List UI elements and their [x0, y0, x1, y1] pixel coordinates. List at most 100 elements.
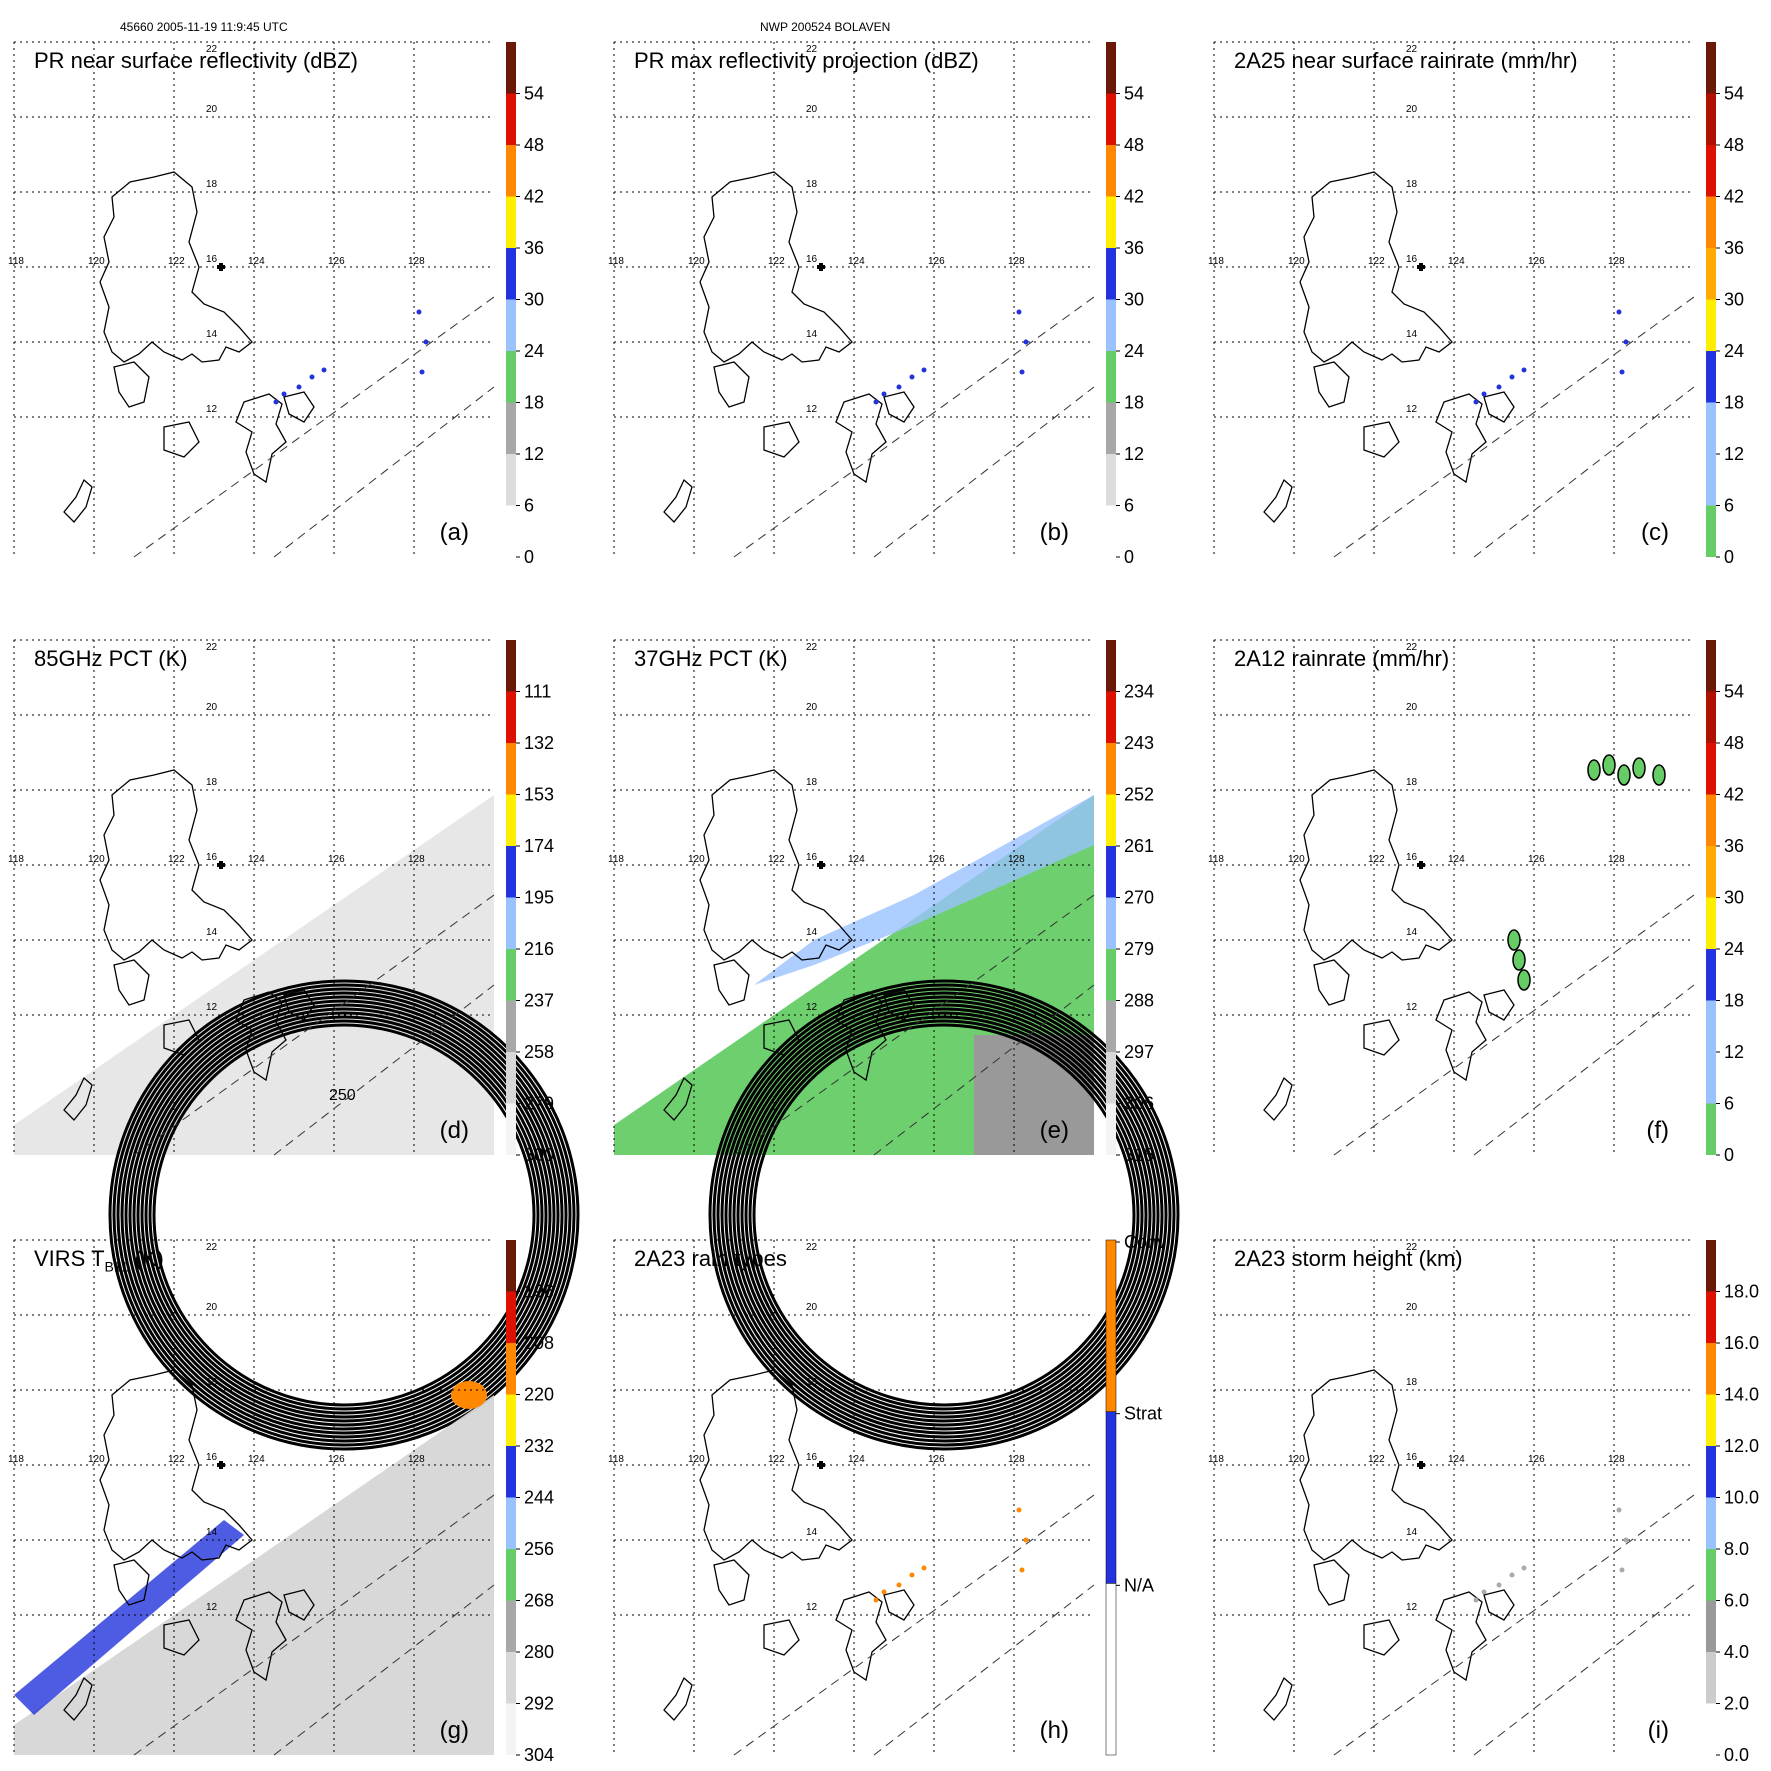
rain-echo: [1023, 339, 1029, 345]
colorbar-band: [1106, 454, 1116, 506]
contour-ring: [132, 1003, 556, 1427]
colorbar-tick-label: 0: [524, 547, 534, 567]
colorbar-band: [506, 145, 516, 197]
pr-swath-edge: [1333, 296, 1695, 558]
colorbar-band: [506, 1052, 516, 1104]
colorbar-band: [1706, 640, 1716, 692]
colorbar-tick-label: 18: [524, 393, 544, 413]
panel-label-i: (i): [1647, 1717, 1669, 1744]
colorbar-band: [1706, 1652, 1716, 1704]
colorbar-band: [1706, 1446, 1716, 1498]
storm-center-cross: [817, 263, 825, 271]
lon-tick-label: 120: [88, 256, 105, 267]
lon-tick-label: 124: [248, 854, 265, 865]
lat-tick-label: 12: [1406, 1002, 1418, 1013]
colorbar-tick-label: 8.0: [1724, 1539, 1749, 1559]
colorbar-tick-label: 48: [1724, 733, 1744, 753]
rain-echo: [423, 339, 429, 345]
colorbar-band: [1106, 299, 1116, 351]
deep-convection-core: [451, 1381, 487, 1409]
lat-tick-label: 16: [1406, 1452, 1418, 1463]
contour-ring: [108, 979, 580, 1451]
panel-title-text: PR near surface reflectivity (dBZ): [34, 48, 358, 73]
colorbar-tick-label: 0.0: [1724, 1745, 1749, 1765]
colorbar-tick-label: 4.0: [1724, 1642, 1749, 1662]
lon-tick-label: 122: [168, 1454, 185, 1465]
colorbar-tick-label: 268: [524, 1591, 554, 1611]
storm-center-cross: [1417, 1461, 1425, 1469]
lon-tick-label: 122: [168, 854, 185, 865]
lat-tick-label: 14: [806, 927, 818, 938]
rain-echo: [281, 391, 287, 397]
rain-echo: [896, 1582, 902, 1588]
colorbar-tick-label: 14.0: [1724, 1385, 1759, 1405]
colorbar-d: 300 279 258 237 216 195 174 153 132 111: [506, 640, 554, 1165]
lon-tick-label: 124: [248, 256, 265, 267]
lat-tick-label: 12: [806, 1002, 818, 1013]
pr-swath-edge: [873, 1584, 1095, 1756]
rain-echo: [1016, 309, 1022, 315]
colorbar-band: [1706, 248, 1716, 300]
colorbar-tick-label: 195: [524, 888, 554, 908]
lon-tick-label: 126: [928, 256, 945, 267]
rain-echo: [1623, 339, 1629, 345]
rain-echo: [309, 374, 315, 380]
colorbar-tick-label: 258: [524, 1042, 554, 1062]
lon-tick-label: 122: [768, 256, 785, 267]
colorbar-tick-label: 18: [1124, 393, 1144, 413]
map-b: 22 20 18 16 14 12 118 120 122 124 126 128: [608, 41, 1095, 558]
colorbar-band: [1706, 93, 1716, 145]
colorbar-band: [1106, 42, 1116, 94]
lat-tick-label: 16: [806, 852, 818, 863]
lat-tick-label: 20: [1406, 1302, 1418, 1313]
lon-tick-label: 120: [1288, 256, 1305, 267]
colorbar-band: [1706, 196, 1716, 248]
colorbar-tick-label: 30: [1724, 888, 1744, 908]
colorbar-band: [1106, 351, 1116, 403]
lat-tick-label: 16: [206, 1452, 218, 1463]
panel-title-d: 85GHz PCT (K): [34, 646, 188, 672]
colorbar-tick-label: 2.0: [1724, 1694, 1749, 1714]
colorbar-band: [1106, 505, 1116, 557]
colorbar-band: [1706, 1703, 1716, 1755]
pr-swath-edge: [133, 296, 495, 558]
rain-echo: [321, 367, 327, 373]
panel-title-text: 2A12 rainrate (mm/hr): [1234, 646, 1450, 671]
lat-tick-label: 22: [1406, 1242, 1418, 1253]
lat-tick-label: 14: [206, 329, 218, 340]
rain-echo: [896, 384, 902, 390]
colorbar-tick-label: 279: [1124, 939, 1154, 959]
lon-tick-label: 122: [1368, 256, 1385, 267]
storm-center-cross: [217, 263, 225, 271]
contour-ring: [708, 979, 1180, 1451]
lat-tick-label: 22: [806, 44, 818, 55]
storm-center-cross: [1417, 263, 1425, 271]
colorbar-band: [506, 897, 516, 949]
coastline: [663, 1076, 693, 1121]
colorbar-band: [1706, 402, 1716, 454]
contour-ring: [112, 983, 576, 1447]
coastline: [1263, 1076, 1293, 1121]
contour-ring: [144, 1015, 544, 1415]
coastline: [1483, 391, 1515, 423]
colorbar-tick-label: 279: [524, 1094, 554, 1114]
pr-swath-edge: [273, 1584, 495, 1756]
colorbar-tick-label: 42: [524, 187, 544, 207]
rain-echo: [1619, 369, 1625, 375]
lon-tick-label: 126: [328, 854, 345, 865]
colorbar-tick-label: 300: [524, 1145, 554, 1165]
rain-echo: [296, 384, 302, 390]
colorbar-a: 0 6 12 18 24 30 36 42 48 54: [506, 42, 544, 567]
lat-tick-label: 18: [1406, 777, 1418, 788]
coastline: [163, 1619, 200, 1656]
rain-echo: [1623, 1537, 1629, 1543]
colorbar-tick-label: 36: [524, 238, 544, 258]
rain-echo: [1507, 929, 1521, 951]
coastline: [99, 171, 253, 363]
rain-echo: [1016, 1507, 1022, 1513]
coastline: [1263, 478, 1293, 523]
panel-i: 22 20 18 16 14 12 118 120 122 124 126 128 2A23 storm…: [1208, 1239, 1771, 1765]
panel-title-text: 37GHz PCT (K): [634, 646, 788, 671]
rain-echo: [1617, 764, 1631, 786]
colorbar-band: [1106, 794, 1116, 846]
